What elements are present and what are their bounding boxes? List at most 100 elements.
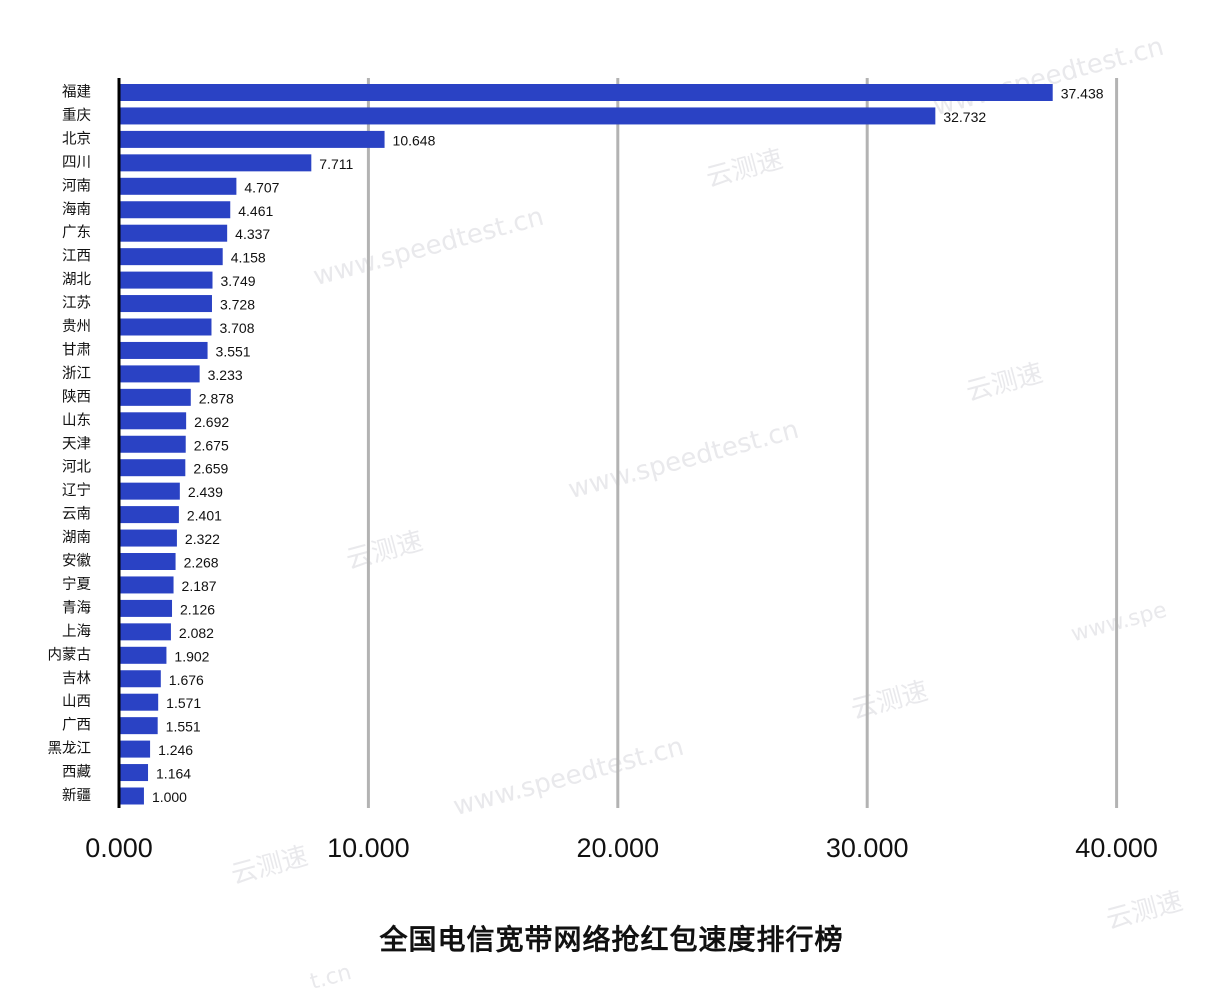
value-label: 1.246 <box>158 742 193 758</box>
bar <box>119 576 174 594</box>
bar <box>119 787 144 805</box>
x-tick-label: 0.000 <box>85 833 153 863</box>
value-label: 2.126 <box>180 601 215 617</box>
value-label: 4.158 <box>231 250 266 266</box>
value-label: 1.551 <box>166 719 201 735</box>
bar <box>119 459 186 477</box>
bar <box>119 341 208 359</box>
category-label: 广西 <box>62 717 91 734</box>
bar <box>119 177 237 195</box>
value-label: 2.692 <box>194 414 229 430</box>
category-label: 贵州 <box>62 318 91 335</box>
bar <box>119 693 159 711</box>
bar <box>119 435 186 453</box>
category-label: 安徽 <box>62 553 91 570</box>
value-label: 1.000 <box>152 789 187 805</box>
category-label: 青海 <box>62 599 91 616</box>
category-label: 云南 <box>62 506 91 523</box>
chart-title: 全国电信宽带网络抢红包速度排行榜 <box>379 923 844 956</box>
category-label: 广东 <box>62 224 91 241</box>
bar <box>119 295 212 313</box>
value-label: 1.676 <box>169 672 204 688</box>
x-tick-label: 40.000 <box>1075 833 1158 863</box>
bar <box>119 107 936 125</box>
value-label: 2.322 <box>185 531 220 547</box>
bar <box>119 599 173 617</box>
category-label: 福建 <box>62 84 91 101</box>
bar <box>119 130 385 148</box>
category-label: 新疆 <box>62 787 91 804</box>
value-label: 3.728 <box>220 297 255 313</box>
value-label: 37.438 <box>1061 86 1104 102</box>
category-label: 湖南 <box>62 529 91 546</box>
value-label: 32.732 <box>943 109 986 125</box>
bar <box>119 271 213 289</box>
category-label: 辽宁 <box>62 482 91 499</box>
category-label: 北京 <box>62 130 91 147</box>
category-label: 西藏 <box>62 764 91 781</box>
value-label: 7.711 <box>319 156 353 172</box>
category-label: 海南 <box>62 201 91 218</box>
value-label: 3.749 <box>221 273 256 289</box>
category-label: 江苏 <box>62 295 91 312</box>
bar <box>119 482 180 500</box>
value-label: 3.708 <box>219 320 254 336</box>
category-label: 上海 <box>62 623 91 640</box>
category-label: 黑龙江 <box>48 740 92 757</box>
value-label: 4.337 <box>235 226 270 242</box>
category-label: 山东 <box>62 412 91 429</box>
category-label: 河南 <box>62 177 91 194</box>
category-label: 吉林 <box>62 670 91 687</box>
bar <box>119 529 177 547</box>
category-label: 江西 <box>62 248 91 265</box>
value-label: 2.439 <box>188 484 223 500</box>
bar <box>119 506 179 524</box>
value-label: 3.551 <box>216 343 251 359</box>
category-label: 内蒙古 <box>48 646 92 663</box>
bar <box>119 201 231 219</box>
x-tick-label: 30.000 <box>826 833 909 863</box>
bar <box>119 553 176 570</box>
bar <box>119 670 161 688</box>
value-label: 2.401 <box>187 508 222 524</box>
bar <box>119 764 149 782</box>
bar <box>119 248 223 266</box>
category-label: 天津 <box>62 435 91 452</box>
value-label: 2.082 <box>179 625 214 641</box>
value-label: 1.902 <box>174 648 209 664</box>
bar <box>119 388 191 406</box>
category-label: 重庆 <box>62 107 91 124</box>
bar <box>119 717 158 735</box>
category-label: 陕西 <box>62 388 91 405</box>
bar <box>119 365 200 383</box>
value-label: 2.268 <box>184 555 219 571</box>
bar <box>119 224 228 242</box>
category-label: 浙江 <box>62 365 91 382</box>
x-tick-label: 10.000 <box>327 833 410 863</box>
bar <box>119 154 312 172</box>
value-label: 10.648 <box>393 132 436 148</box>
value-label: 2.187 <box>182 578 217 594</box>
value-label: 2.878 <box>199 390 234 406</box>
value-label: 2.659 <box>193 461 228 477</box>
value-label: 4.461 <box>238 203 273 219</box>
bar <box>119 740 151 758</box>
value-label: 1.571 <box>166 695 201 711</box>
category-label: 河北 <box>62 459 91 476</box>
x-tick-label: 20.000 <box>577 833 660 863</box>
category-label: 宁夏 <box>62 576 91 593</box>
bar <box>119 623 171 641</box>
value-label: 3.233 <box>208 367 243 383</box>
bar <box>119 318 212 336</box>
category-label: 山西 <box>62 693 91 710</box>
bar <box>119 412 187 430</box>
category-label: 湖北 <box>62 271 91 288</box>
category-label: 四川 <box>62 155 91 171</box>
value-label: 2.675 <box>194 437 229 453</box>
category-label: 甘肃 <box>62 341 91 358</box>
bar <box>119 84 1053 101</box>
value-label: 4.707 <box>244 179 279 195</box>
bar <box>119 646 167 664</box>
